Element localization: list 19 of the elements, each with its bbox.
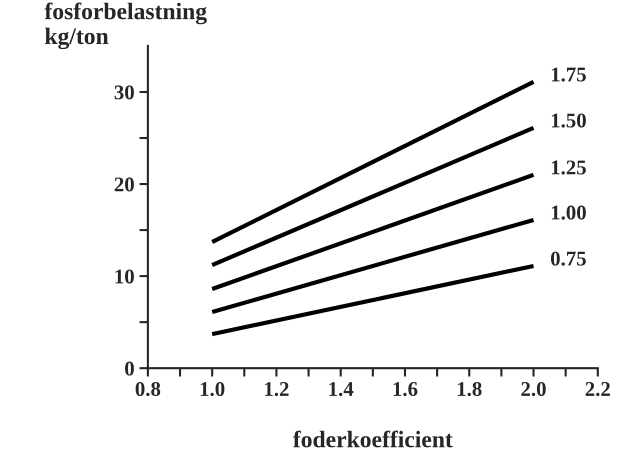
series-label: 1.50 [552, 113, 586, 128]
y-axis-title: fosforbelastning kg/ton [44, 2, 207, 50]
x-tick-label: 1.0 [200, 382, 224, 396]
series-label: 1.75 [552, 68, 586, 82]
series-label: 0.75 [550, 252, 586, 266]
x-tick-label: 2.2 [586, 382, 610, 396]
x-tick-label: 1.8 [458, 382, 482, 396]
y-tick-label: 30 [114, 85, 134, 100]
series-label: 1.25 [552, 160, 586, 175]
y-tick-label: 0 [125, 362, 134, 376]
x-tick-label: 1.2 [265, 382, 289, 396]
x-axis-title: foderkoefficient [293, 430, 453, 448]
x-tick-label: 1.6 [394, 382, 418, 396]
y-tick-label: 10 [116, 269, 134, 284]
series-label: 1.00 [552, 206, 586, 220]
x-tick-label: 0.8 [136, 382, 160, 396]
y-tick-label: 20 [114, 177, 134, 192]
x-tick-label: 2.0 [521, 382, 546, 396]
x-tick-label: 1.4 [329, 382, 354, 396]
